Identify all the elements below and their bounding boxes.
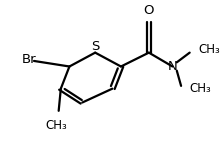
Text: CH₃: CH₃ (190, 82, 211, 95)
Text: CH₃: CH₃ (46, 119, 67, 132)
Text: S: S (91, 40, 99, 53)
Text: O: O (144, 4, 154, 17)
Text: N: N (168, 60, 177, 73)
Text: CH₃: CH₃ (198, 43, 220, 56)
Text: Br: Br (22, 53, 37, 66)
